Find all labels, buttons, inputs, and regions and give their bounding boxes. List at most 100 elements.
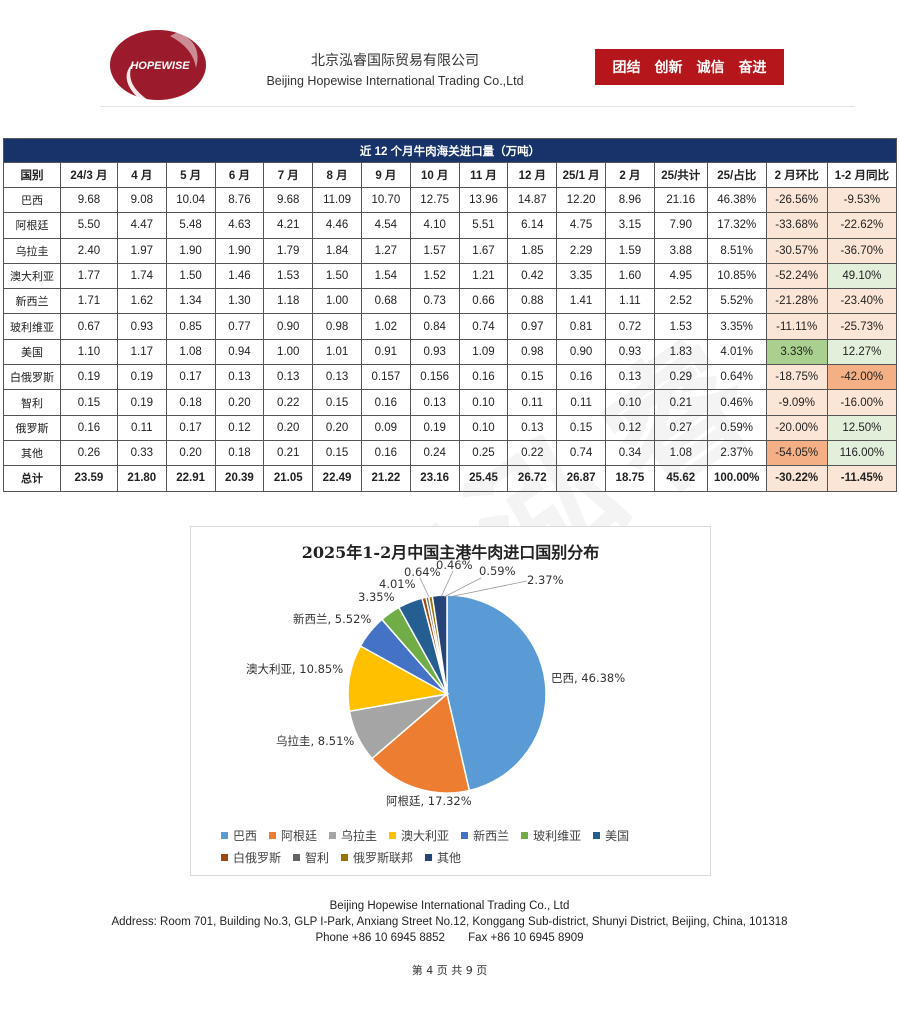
legend-item: 澳大利亚 <box>389 827 449 844</box>
column-header: 8 月 <box>312 162 362 188</box>
legend-item: 美国 <box>593 827 629 844</box>
value-cell: 0.20 <box>214 389 265 416</box>
legend-item: 新西兰 <box>461 827 509 844</box>
value-cell: 3.35 <box>556 262 607 290</box>
value-cell: 0.13 <box>312 364 362 391</box>
company-name-en: Beijing Hopewise International Trading C… <box>266 74 524 88</box>
data-label: 澳大利亚, 10.85% <box>246 662 343 676</box>
value-cell: 8.51% <box>706 237 767 264</box>
value-cell: 0.77 <box>214 313 265 340</box>
value-cell: 5.52% <box>706 288 767 315</box>
value-cell: 1.34 <box>165 288 216 315</box>
value-cell: 0.16 <box>556 364 607 391</box>
legend-label: 白俄罗斯 <box>233 851 282 865</box>
value-cell: -11.45% <box>826 465 898 492</box>
value-cell: 0.67 <box>59 313 118 340</box>
value-cell: 10.85% <box>706 262 767 290</box>
value-cell: 1.08 <box>653 439 708 467</box>
value-cell: 6.14 <box>507 212 558 239</box>
value-cell: 1.00 <box>312 288 362 315</box>
value-cell: 12.50% <box>826 414 898 441</box>
legend-item: 乌拉圭 <box>329 827 377 844</box>
data-label: 巴西, 46.38% <box>551 671 625 685</box>
value-cell: 1.54 <box>360 262 411 290</box>
data-label: 新西兰, 5.52% <box>293 612 371 626</box>
value-cell: 8.96 <box>605 186 655 214</box>
value-cell: 8.76 <box>214 186 265 214</box>
legend-swatch <box>293 854 301 861</box>
column-header: 2 月环比 <box>765 162 828 188</box>
logo-text: HOPEWISE <box>130 60 190 72</box>
value-cell: -54.05% <box>765 439 828 467</box>
legend-item: 俄罗斯联邦 <box>341 849 413 866</box>
pie-slice <box>446 594 547 792</box>
value-cell: 46.38% <box>706 186 767 214</box>
value-cell: 100.00% <box>706 465 767 492</box>
value-cell: 10.04 <box>165 186 216 214</box>
value-cell: 0.13 <box>214 364 265 391</box>
value-cell: 1.67 <box>458 237 509 264</box>
value-cell: 0.22 <box>263 389 314 416</box>
value-cell: 0.15 <box>59 389 118 416</box>
value-cell: 4.47 <box>116 212 167 239</box>
column-header: 25/1 月 <box>556 162 607 188</box>
value-cell: 1.77 <box>59 262 118 290</box>
value-cell: 116.00% <box>826 439 898 467</box>
legend-label: 新西兰 <box>473 829 510 843</box>
legend-label: 阿根廷 <box>281 829 318 843</box>
legend-label: 美国 <box>605 829 630 843</box>
value-cell: 1.18 <box>263 288 314 315</box>
value-cell: -22.62% <box>826 212 898 239</box>
legend-swatch <box>341 854 349 861</box>
value-cell: 0.29 <box>653 364 708 391</box>
value-cell: 1.97 <box>116 237 167 264</box>
slogan-4: 奋进 <box>738 60 767 76</box>
value-cell: 0.24 <box>409 439 460 467</box>
legend-label: 俄罗斯联邦 <box>353 851 414 865</box>
value-cell: 10.70 <box>360 186 411 214</box>
value-cell: 0.73 <box>409 288 460 315</box>
value-cell: 0.16 <box>360 439 411 467</box>
legend-swatch <box>461 832 469 839</box>
value-cell: 1.71 <box>59 288 118 315</box>
value-cell: 0.16 <box>360 389 411 416</box>
legend-swatch <box>221 832 228 839</box>
country-name-cell: 总计 <box>3 465 61 492</box>
data-label: 0.59% <box>479 564 516 578</box>
table-row: 白俄罗斯 0.19 0.19 0.17 0.13 0.13 0.13 0.157 0.156 0.… <box>3 364 898 391</box>
value-cell: 17.32% <box>706 212 767 239</box>
value-cell: 0.13 <box>507 414 558 441</box>
column-header: 25/占比 <box>706 162 767 188</box>
value-cell: 0.15 <box>556 414 607 441</box>
value-cell: 0.15 <box>312 439 362 467</box>
legend-label: 其他 <box>437 851 462 865</box>
country-name-cell: 阿根廷 <box>3 212 61 239</box>
value-cell: -21.28% <box>765 288 828 315</box>
footer-company: Beijing Hopewise International Trading C… <box>329 900 570 912</box>
value-cell: 5.48 <box>165 212 216 239</box>
value-cell: 1.30 <box>214 288 265 315</box>
value-cell: 0.11 <box>556 389 607 416</box>
value-cell: 0.21 <box>653 389 708 416</box>
leader-line <box>440 570 454 598</box>
value-cell: 0.10 <box>458 414 509 441</box>
value-cell: -42.00% <box>826 364 898 391</box>
value-cell: 26.72 <box>507 465 558 492</box>
value-cell: 1.57 <box>409 237 460 264</box>
value-cell: 1.90 <box>214 237 265 264</box>
value-cell: -11.11% <box>765 313 828 340</box>
leader-line <box>419 577 430 598</box>
value-cell: 0.33 <box>116 439 167 467</box>
legend-label: 澳大利亚 <box>401 829 450 843</box>
value-cell: -30.22% <box>765 465 828 492</box>
table-row: 其他 0.26 0.33 0.20 0.18 0.21 0.15 0.16 0.24 0.25 0.… <box>3 439 898 467</box>
pie-slice <box>431 594 448 695</box>
value-cell: 14.87 <box>507 186 558 214</box>
value-cell: 1.84 <box>312 237 362 264</box>
value-cell: 0.17 <box>165 414 216 441</box>
table-row: 澳大利亚 1.77 1.74 1.50 1.46 1.53 1.50 1.54 1.52 1.21… <box>3 262 898 290</box>
chart-legend: 巴西 阿根廷 乌拉圭 澳大利亚 新西兰 玻利维亚 美国 白俄罗斯 智利 俄罗斯联邦 其他 <box>221 827 701 871</box>
value-cell: 0.16 <box>458 364 509 391</box>
value-cell: 0.18 <box>214 439 265 467</box>
value-cell: 0.91 <box>360 338 411 366</box>
